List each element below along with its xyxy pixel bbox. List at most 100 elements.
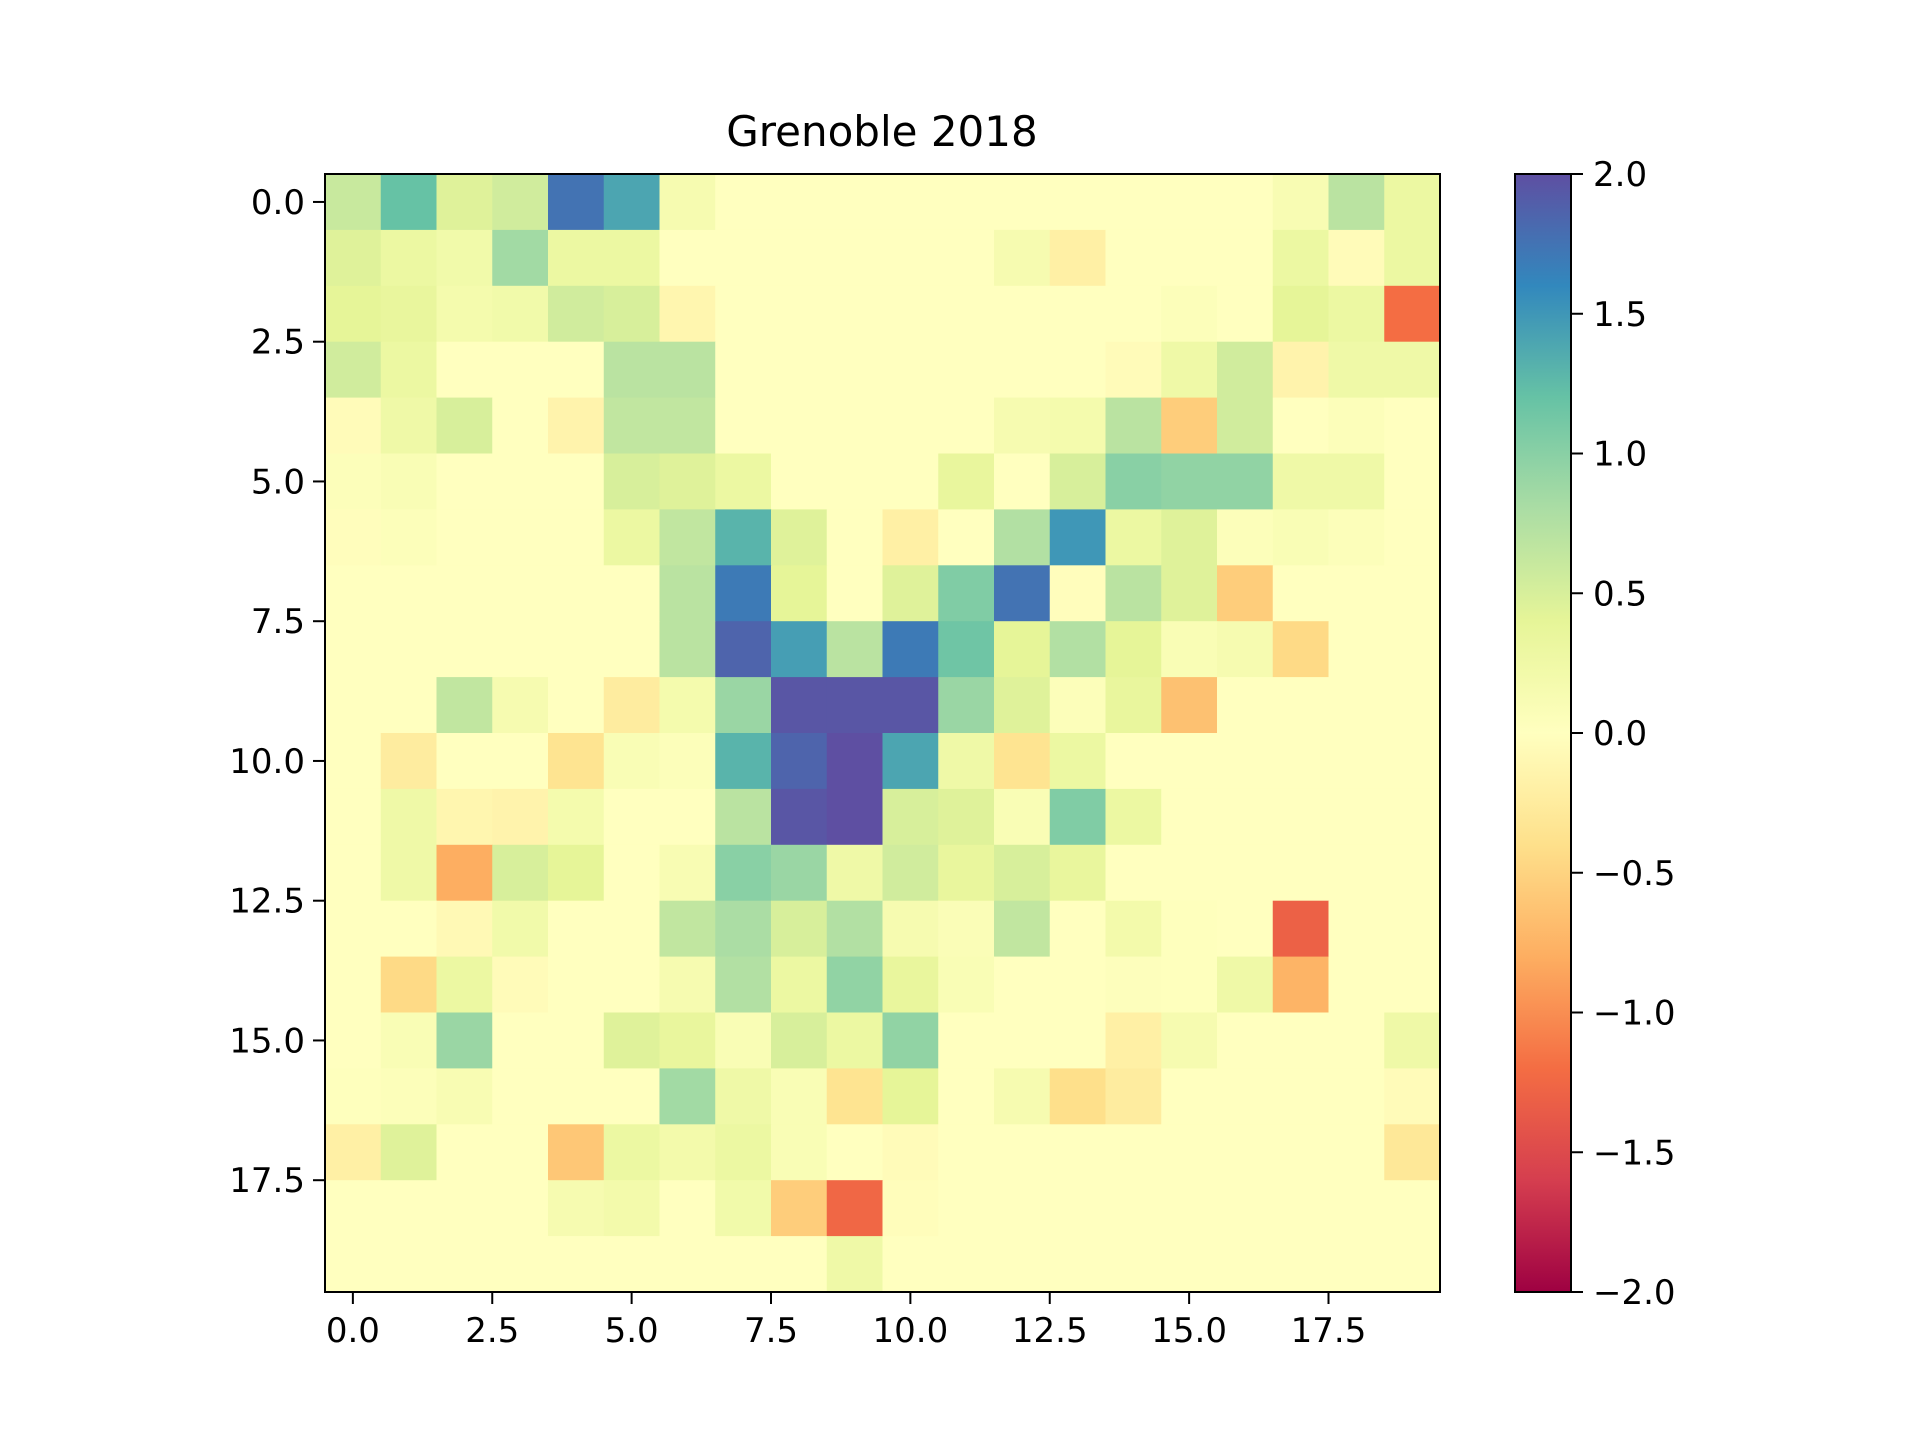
heatmap-cell [715,1068,772,1125]
heatmap-cell [1161,1236,1218,1293]
heatmap-cell [826,1180,884,1237]
heatmap-cell [1105,1068,1162,1125]
heatmap-cell [603,509,661,566]
heatmap-cell [1328,1068,1385,1125]
heatmap-cell [1105,788,1162,846]
heatmap-cell [1272,565,1330,622]
heatmap-cell [1049,229,1107,287]
heatmap-cell [492,956,549,1014]
heatmap-cell [1384,341,1441,399]
heatmap-cell [1049,844,1107,902]
heatmap-cell [1049,1180,1107,1237]
colorbar-tick-label: 0.5 [1593,574,1647,614]
y-tick-label: 12.5 [229,882,305,922]
heatmap-cell [492,900,549,958]
heatmap-cell [715,900,772,958]
heatmap-cell [325,844,382,902]
heatmap-cell [380,453,438,510]
heatmap-cell [882,1236,939,1293]
heatmap-cell [715,341,772,399]
y-tick-label: 5.0 [251,462,305,502]
heatmap-cell [1161,565,1218,622]
heatmap-cell [1328,397,1385,455]
heatmap-cell [603,1124,661,1181]
heatmap-cell [1049,509,1107,566]
y-axis: 0.0 2.5 5.0 7.5 10.0 12.5 15.0 17.5 [229,183,325,1201]
heatmap-cell [492,285,549,343]
heatmap-cell [1328,509,1385,566]
heatmap-cell [492,621,549,678]
heatmap-cell [492,1180,549,1237]
heatmap-cell [1049,1068,1107,1125]
x-tick-label: 5.0 [605,1311,659,1351]
heatmap-cell [1328,733,1385,790]
x-axis: 0.0 2.5 5.0 7.5 10.0 12.5 15.0 17.5 [326,1292,1366,1351]
heatmap-cell [1217,453,1274,510]
heatmap-cell [938,788,995,846]
heatmap-cell [603,1180,661,1237]
heatmap-cell [548,1236,605,1293]
y-tick-label: 7.5 [251,602,305,642]
heatmap-cell [1105,453,1162,510]
heatmap-cell [938,397,995,455]
x-tick-label: 15.0 [1151,1311,1227,1351]
heatmap-cell [994,900,1051,958]
heatmap-cell [603,621,661,678]
heatmap-cell [548,174,605,231]
heatmap-cell [436,1012,493,1069]
heatmap-cell [826,844,884,902]
heatmap-cell [771,1124,828,1181]
heatmap-cell [882,397,939,455]
heatmap-cell [1328,1124,1385,1181]
heatmap-cell [938,453,995,510]
heatmap-cell [1328,621,1385,678]
heatmap-cell [826,733,884,790]
heatmap-cell [994,844,1051,902]
heatmap-cell [1384,1236,1441,1293]
heatmap-cell [1161,341,1218,399]
heatmap-cell [1105,1180,1162,1237]
heatmap-cell [659,1068,716,1125]
heatmap-cell [771,1236,828,1293]
heatmap-cell [994,453,1051,510]
heatmap-cell [492,565,549,622]
y-tick-label: 15.0 [229,1021,305,1061]
heatmap-cell [882,733,939,790]
heatmap-cell [603,565,661,622]
heatmap-cell [938,1124,995,1181]
heatmap-cell [826,1068,884,1125]
heatmap-cell [1161,621,1218,678]
heatmap-cell [1272,1180,1330,1237]
x-tick-label: 2.5 [465,1311,519,1351]
heatmap-cell [380,397,438,455]
heatmap-cell [325,677,382,734]
heatmap-cell [1049,733,1107,790]
heatmap-cell [1105,397,1162,455]
heatmap-cell [1049,285,1107,343]
colorbar-tick-label: 1.5 [1593,295,1647,335]
heatmap-cell [826,509,884,566]
heatmap-cell [882,285,939,343]
heatmap-cell [1161,1180,1218,1237]
heatmap-cell [436,1068,493,1125]
heatmap-cell [994,509,1051,566]
heatmap-cell [715,509,772,566]
heatmap-cell [938,900,995,958]
heatmap-cell [994,1180,1051,1237]
heatmap-cell [1105,844,1162,902]
heatmap-cell [1161,733,1218,790]
heatmap-cell [603,788,661,846]
heatmap-cell [436,621,493,678]
heatmap-cell [938,956,995,1014]
colorbar [1515,174,1571,1292]
heatmap-cell [436,285,493,343]
heatmap-cell [1105,229,1162,287]
heatmap-cell [1272,1124,1330,1181]
heatmap-cell [1272,341,1330,399]
heatmap-cell [771,677,828,734]
heatmap-cell [826,956,884,1014]
heatmap-cell [1161,788,1218,846]
heatmap-cell [1272,174,1330,231]
heatmap-cell [492,733,549,790]
heatmap-cell [659,285,716,343]
